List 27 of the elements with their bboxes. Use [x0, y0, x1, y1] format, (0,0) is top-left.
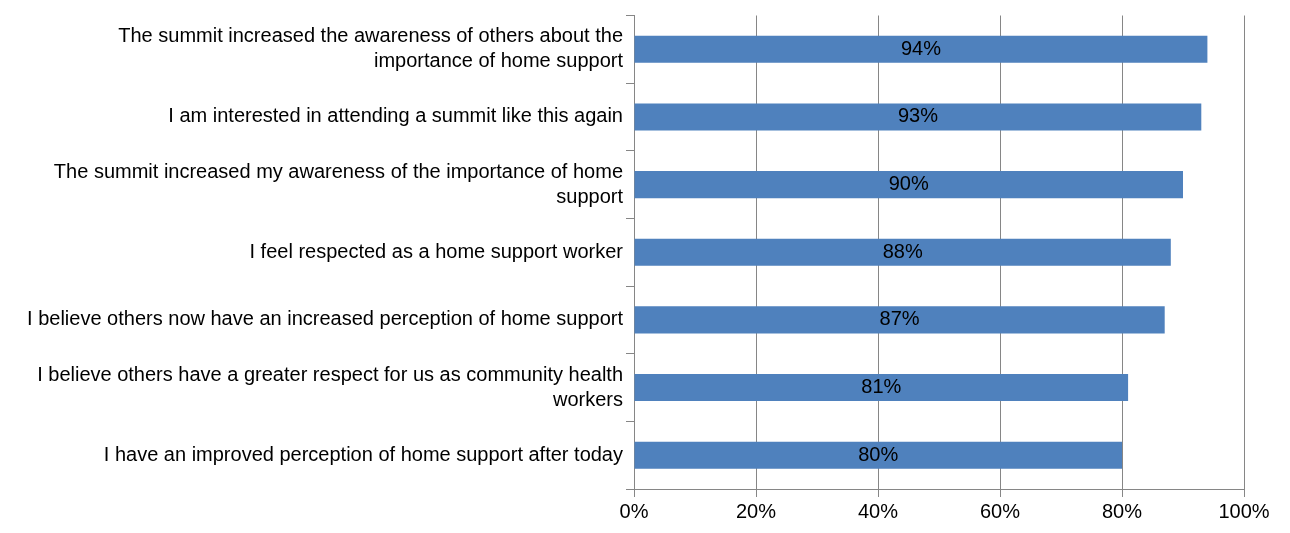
- x-tick-label: 40%: [857, 499, 899, 522]
- data-label: 90%: [888, 172, 929, 195]
- x-tick-label: 0%: [619, 499, 649, 522]
- x-tick-label: 60%: [979, 499, 1021, 522]
- x-tick-label: 80%: [1101, 499, 1143, 522]
- y-tick-label: The summit increased the awareness of others about the importance of home support: [118, 24, 624, 72]
- data-label: 81%: [861, 375, 902, 398]
- y-tick-label: I believe others now have an increased perception of home support: [27, 307, 624, 330]
- data-label: 80%: [858, 442, 899, 465]
- bar: [634, 35, 1208, 63]
- data-label: 94%: [900, 36, 942, 59]
- y-tick-label: I have an improved perception of home support after today: [103, 442, 623, 465]
- y-tick-label: I am interested in attending a summit like this again: [168, 104, 623, 127]
- data-label: 87%: [879, 307, 920, 330]
- y-tick-label: The summit increased my awareness of the importance of home support: [53, 159, 624, 207]
- bar: [634, 238, 1171, 266]
- x-tick-label: 100%: [1218, 499, 1270, 522]
- bar: [634, 441, 1122, 469]
- data-label: 88%: [882, 239, 923, 262]
- data-label: 93%: [897, 104, 939, 127]
- y-tick-label: I feel respected as a home support worker: [249, 239, 624, 262]
- bar: [634, 306, 1165, 334]
- bar: [634, 171, 1183, 199]
- y-tick-label: I believe others have a greater respect for us as community health workers: [37, 362, 623, 410]
- bar: [634, 103, 1202, 131]
- bar: [634, 374, 1129, 402]
- x-tick-label: 20%: [735, 499, 777, 522]
